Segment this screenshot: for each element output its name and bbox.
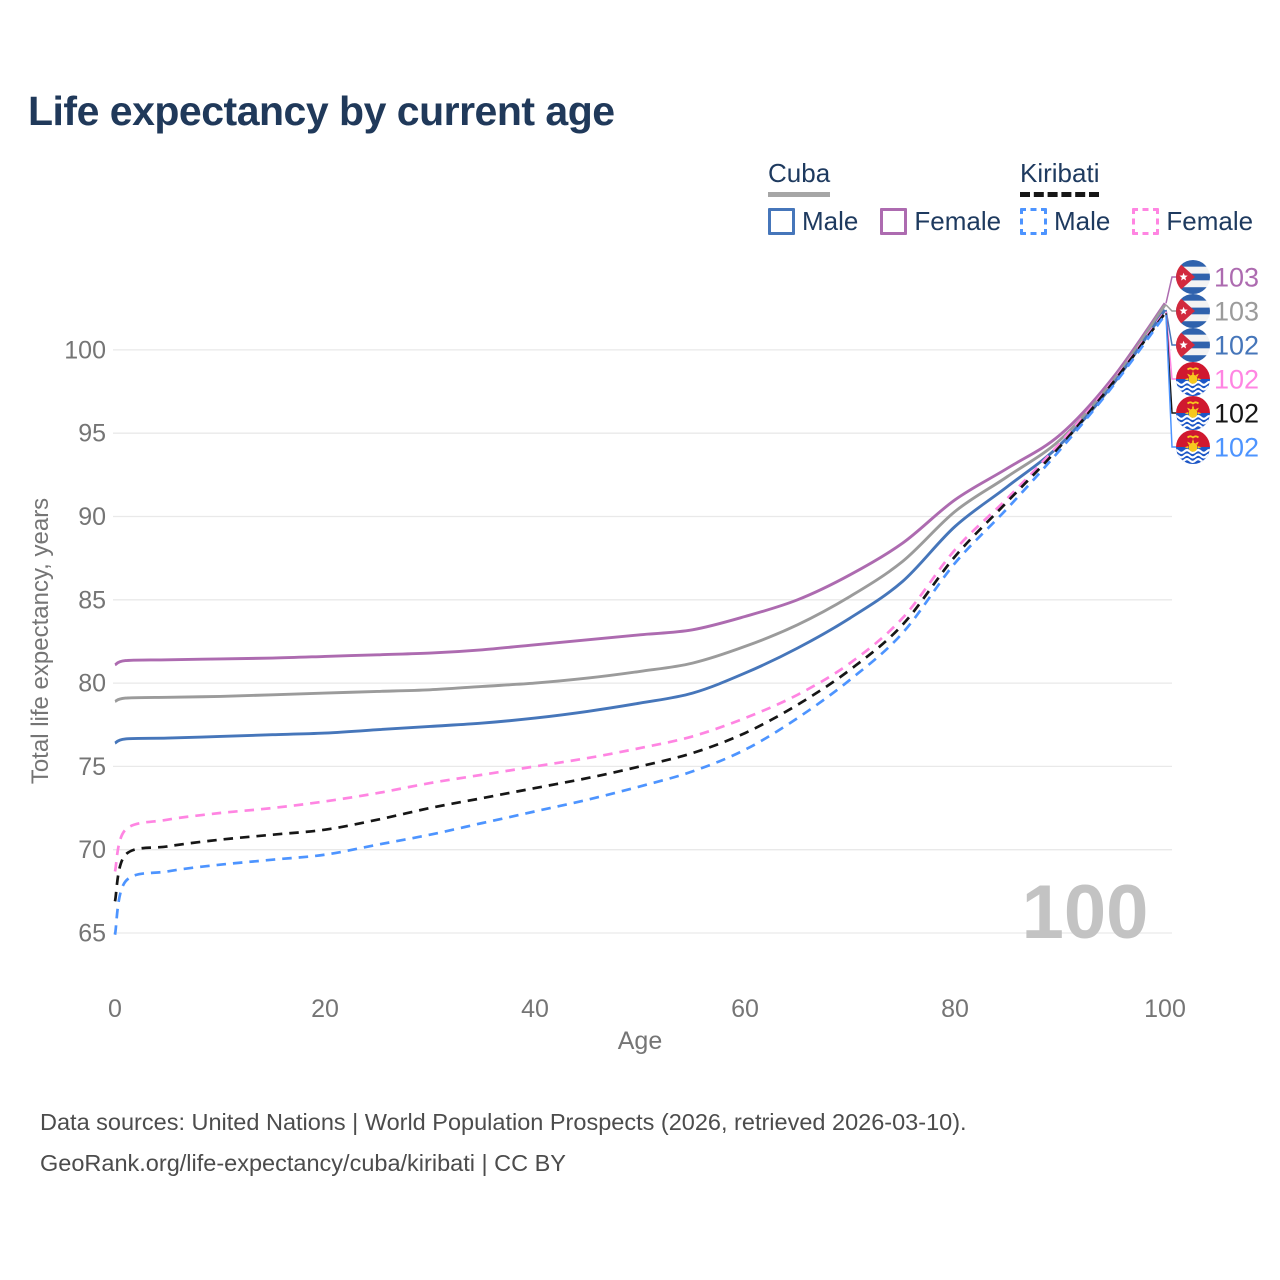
legend-swatch-dashed-male[interactable] bbox=[1020, 208, 1047, 235]
series-line-kiribati-female bbox=[113, 310, 1167, 872]
cuba-flag-icon bbox=[1176, 260, 1210, 294]
footer-attribution-line: GeoRank.org/life-expectancy/cuba/kiribat… bbox=[40, 1150, 566, 1176]
leader-line-cuba-both-sexes bbox=[1165, 304, 1176, 312]
legend-item-cuba-female[interactable]: Female bbox=[880, 206, 1001, 237]
end-value-label-cuba-female: 103 bbox=[1214, 263, 1259, 293]
page-title: Life expectancy by current age bbox=[28, 88, 615, 134]
end-value-label-kiribati-female: 102 bbox=[1214, 365, 1259, 395]
series-line-kiribati-male bbox=[113, 314, 1167, 935]
end-value-label-cuba-male: 102 bbox=[1214, 331, 1259, 361]
series-line-kiribati-both-sexes bbox=[113, 312, 1167, 902]
legend-item-kiribati-male[interactable]: Male bbox=[1020, 206, 1110, 237]
x-tick-label-60: 60 bbox=[731, 995, 759, 1023]
x-tick-label-0: 0 bbox=[108, 995, 122, 1023]
kiribati-flag-icon bbox=[1173, 430, 1212, 464]
legend: Cuba Male Female Kiribati Male Female bbox=[0, 158, 1280, 248]
data-source-footer: Data sources: United Nations | World Pop… bbox=[40, 1102, 967, 1184]
legend-item-label: Female bbox=[914, 206, 1002, 236]
kiribati-flag-icon bbox=[1173, 396, 1212, 430]
cuba-flag-icon bbox=[1176, 294, 1210, 328]
end-value-label-kiribati-both-sexes: 102 bbox=[1214, 399, 1259, 429]
y-tick-label-95: 95 bbox=[78, 420, 106, 448]
legend-group-cuba: Cuba Male Female bbox=[768, 158, 1001, 237]
kiribati-flag-icon bbox=[1173, 362, 1212, 396]
age-watermark: 100 bbox=[1022, 870, 1149, 955]
legend-item-cuba-male[interactable]: Male bbox=[768, 206, 858, 237]
series-line-cuba-both-sexes bbox=[114, 304, 1167, 703]
series-line-cuba-female bbox=[114, 302, 1167, 667]
x-tick-label-100: 100 bbox=[1144, 995, 1186, 1023]
legend-item-label: Male bbox=[1054, 206, 1111, 236]
legend-item-label: Female bbox=[1166, 206, 1254, 236]
legend-country-label: Cuba bbox=[768, 158, 831, 197]
footer-sources-line: Data sources: United Nations | World Pop… bbox=[40, 1109, 967, 1135]
series-line-cuba-male bbox=[114, 309, 1167, 745]
y-tick-label-90: 90 bbox=[78, 503, 106, 531]
y-tick-label-65: 65 bbox=[78, 920, 106, 948]
y-tick-label-100: 100 bbox=[64, 336, 106, 364]
life-expectancy-chart: 65 70 75 80 85 90 95 100 Total life expectancy, … bbox=[27, 0, 1259, 1055]
legend-swatch-dashed-female[interactable] bbox=[1132, 208, 1160, 235]
leader-line-cuba-male bbox=[1165, 309, 1176, 346]
leader-line-kiribati-male bbox=[1165, 314, 1176, 448]
leader-line-cuba-female bbox=[1165, 276, 1176, 304]
y-tick-label-80: 80 bbox=[78, 670, 106, 698]
x-tick-label-20: 20 bbox=[311, 995, 339, 1023]
y-axis-title: Total life expectancy, years bbox=[27, 498, 54, 784]
end-value-label-cuba-both-sexes: 103 bbox=[1214, 297, 1259, 327]
y-tick-label-70: 70 bbox=[78, 836, 106, 864]
legend-swatch-solid-female[interactable] bbox=[880, 208, 908, 235]
cuba-flag-icon bbox=[1176, 328, 1210, 362]
legend-item-label: Male bbox=[802, 206, 859, 236]
legend-group-kiribati: Kiribati Male Female bbox=[1020, 158, 1253, 237]
legend-swatch-solid-male[interactable] bbox=[768, 208, 795, 235]
y-tick-label-85: 85 bbox=[78, 586, 106, 614]
end-value-label-kiribati-male: 102 bbox=[1214, 433, 1259, 463]
x-tick-label-40: 40 bbox=[521, 995, 549, 1023]
y-tick-label-75: 75 bbox=[78, 753, 106, 781]
x-axis-title: Age bbox=[618, 1027, 662, 1055]
legend-item-kiribati-female[interactable]: Female bbox=[1132, 206, 1253, 237]
x-tick-label-80: 80 bbox=[941, 995, 969, 1023]
legend-country-label: Kiribati bbox=[1020, 158, 1100, 197]
